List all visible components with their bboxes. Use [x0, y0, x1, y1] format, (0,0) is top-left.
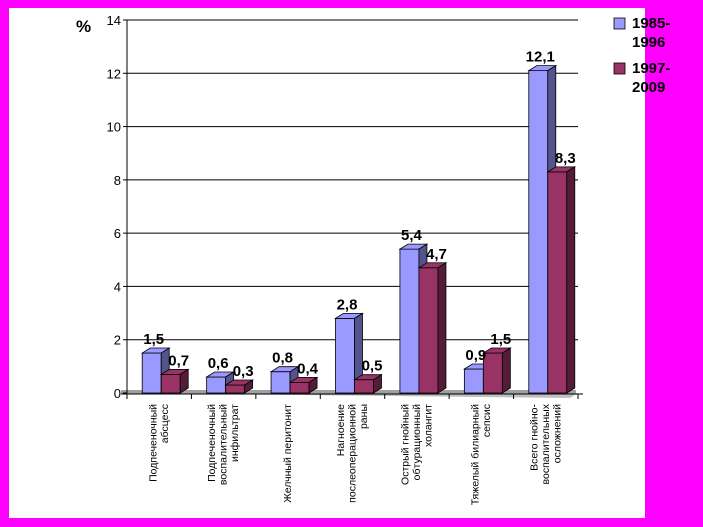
- bar-series2: [159, 368, 190, 394]
- magenta-border-top: [0, 0, 703, 8]
- data-label: 0,3: [233, 363, 254, 380]
- y-tick-label: 14: [107, 13, 121, 28]
- data-label: 0,8: [272, 350, 293, 367]
- bar-side: [501, 347, 511, 394]
- bar-side: [566, 166, 576, 394]
- bar-front: [289, 381, 310, 394]
- legend-label: 1997-: [632, 60, 670, 77]
- data-label: 12,1: [526, 49, 555, 66]
- category-label: Тяжелый билиарный: [470, 404, 482, 505]
- data-label: 0,4: [297, 360, 319, 377]
- bar-front: [528, 70, 549, 394]
- category-label: Острый гнойный: [399, 404, 411, 485]
- legend-swatch: [613, 17, 626, 30]
- data-label: 1,5: [143, 331, 164, 348]
- category-labels: Подпеченочный абсцесс Подпеченочный воспали…: [147, 403, 563, 505]
- category-label: инфильтрат: [229, 404, 241, 462]
- y-tick-label: 4: [114, 279, 121, 294]
- bar-series2: [481, 347, 512, 394]
- data-label: 4,7: [426, 246, 447, 263]
- category-label: послеоперационной: [347, 404, 359, 503]
- legend: 1985- 1996 1997- 2009: [613, 15, 670, 96]
- y-tick-label: 0: [114, 386, 121, 401]
- category-label: сепсис: [481, 404, 493, 437]
- bar-series2: [224, 379, 255, 394]
- bar-front: [141, 352, 162, 394]
- category-label: воспалительный: [218, 404, 230, 485]
- y-tick-label: 8: [114, 173, 121, 188]
- bar-side: [373, 373, 382, 394]
- category-label: Нагноение: [335, 404, 347, 456]
- bar-side: [437, 262, 447, 394]
- bar-series2: [353, 373, 383, 394]
- category-label: раны: [358, 404, 370, 429]
- data-label: 8,3: [555, 150, 576, 167]
- bar-front: [270, 371, 291, 394]
- category-label: осложнений: [551, 404, 563, 463]
- bar-front: [206, 376, 227, 394]
- y-unit-label: %: [76, 17, 91, 36]
- bar-front: [354, 379, 374, 394]
- category-label: обтурационный: [411, 404, 423, 480]
- category-label: холангит: [422, 404, 434, 447]
- magenta-border-bottom: [0, 518, 703, 527]
- category-label: Желчный перитонит: [282, 404, 294, 503]
- bar-front: [160, 373, 181, 394]
- data-label: 0,6: [208, 355, 229, 372]
- bar-series2: [288, 376, 319, 394]
- bar-side: [308, 376, 318, 394]
- category-label: Подпеченочный: [206, 404, 218, 482]
- bar-side: [244, 379, 254, 394]
- legend-label: 1985-: [632, 15, 670, 32]
- axes: 0 2 4 6 8 10 12 14: [107, 13, 583, 401]
- bar-side: [179, 368, 189, 394]
- y-tick-label: 2: [114, 333, 121, 348]
- data-label: 1,5: [490, 331, 511, 348]
- legend-label: 2009: [632, 79, 665, 96]
- legend-label: 1996: [632, 34, 665, 51]
- bar-series2: [417, 262, 448, 394]
- bar-front: [463, 368, 484, 394]
- bar-front: [418, 267, 439, 394]
- bar-front: [547, 171, 568, 394]
- bar-front: [225, 384, 246, 394]
- bars: [140, 64, 577, 394]
- y-tick-label: 10: [107, 120, 121, 135]
- magenta-border-left: [0, 0, 9, 527]
- category-label: Всего гнойно-: [528, 404, 540, 471]
- magenta-border-right: [645, 0, 703, 527]
- bar-series2: [546, 166, 577, 394]
- bar-front: [335, 317, 355, 394]
- category-label: Подпеченочный: [147, 404, 159, 482]
- category-label: воспалительных: [540, 403, 552, 484]
- data-label: 0,9: [465, 347, 486, 364]
- data-label: 0,5: [362, 358, 383, 375]
- bar-series1: [334, 312, 364, 394]
- data-label: 2,8: [337, 296, 358, 313]
- data-label: 0,7: [168, 352, 189, 369]
- y-tick-label: 6: [114, 226, 121, 241]
- data-label: 5,4: [401, 227, 423, 244]
- category-label: абсцесс: [159, 404, 171, 443]
- bar-front: [399, 248, 420, 394]
- data-labels: 1,5 0,6 0,8 2,8 5,4 0,9 12,1 0,7 0,3 0,4 0,5 4,7 1,5…: [143, 49, 575, 380]
- legend-swatch: [613, 62, 626, 75]
- y-tick-label: 12: [107, 66, 121, 81]
